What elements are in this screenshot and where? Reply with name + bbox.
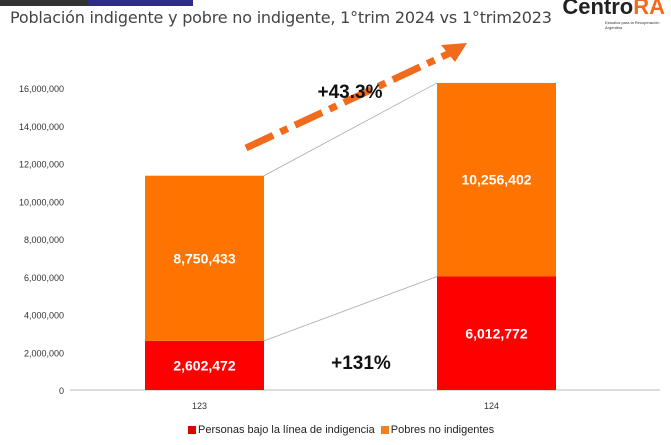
logo-text: Centro	[562, 0, 634, 19]
legend: Personas bajo la línea de indigencia Pob…	[188, 424, 494, 436]
annotation-total-growth: +43.3%	[318, 82, 383, 103]
legend-label: Personas bajo la línea de indigencia	[198, 424, 375, 436]
bar-segment	[145, 340, 264, 390]
bar-segment	[437, 276, 556, 390]
y-tick-label: 10,000,000	[19, 197, 64, 207]
x-tick-label: 123	[192, 401, 207, 411]
logo-subtitle: Estudios para la Recuperación Argentina	[605, 20, 660, 30]
y-tick-label: 4,000,000	[24, 311, 64, 321]
annotation-indigence-growth: +131%	[331, 353, 391, 374]
y-tick-label: 8,000,000	[24, 235, 64, 245]
legend-label: Pobres no indigentes	[390, 424, 495, 436]
y-tick-label: 16,000,000	[19, 84, 64, 94]
growth-arrow-head	[441, 43, 467, 62]
y-tick-label: 6,000,000	[24, 273, 64, 283]
x-tick-label: 124	[484, 401, 499, 411]
bar-segment	[145, 175, 264, 341]
y-tick-label: 0	[59, 386, 64, 396]
legend-item-indigencia: Personas bajo la línea de indigencia	[188, 424, 375, 436]
y-tick-label: 2,000,000	[24, 348, 64, 358]
legend-swatch	[380, 426, 389, 435]
legend-swatch	[188, 426, 196, 435]
connector-line	[263, 276, 438, 342]
banner-dark	[0, 0, 88, 6]
data-label: 8,750,433	[173, 250, 235, 266]
data-label: 2,602,472	[173, 357, 235, 373]
legend-item-pobres: Pobres no indigentes	[380, 424, 495, 436]
chart-title: Población indigente y pobre no indigente…	[10, 8, 552, 27]
logo: CentroRA Estudios para la Recuperación A…	[562, 0, 665, 30]
data-label: 10,256,402	[461, 172, 531, 188]
bar-segment	[437, 82, 556, 277]
data-label: 6,012,772	[465, 325, 527, 341]
banner-blue	[88, 0, 193, 6]
y-tick-label: 12,000,000	[19, 160, 64, 170]
connector-line	[263, 82, 438, 177]
logo-accent: RA	[633, 0, 665, 19]
y-tick-label: 14,000,000	[19, 122, 64, 132]
growth-arrow-shaft	[244, 49, 452, 152]
